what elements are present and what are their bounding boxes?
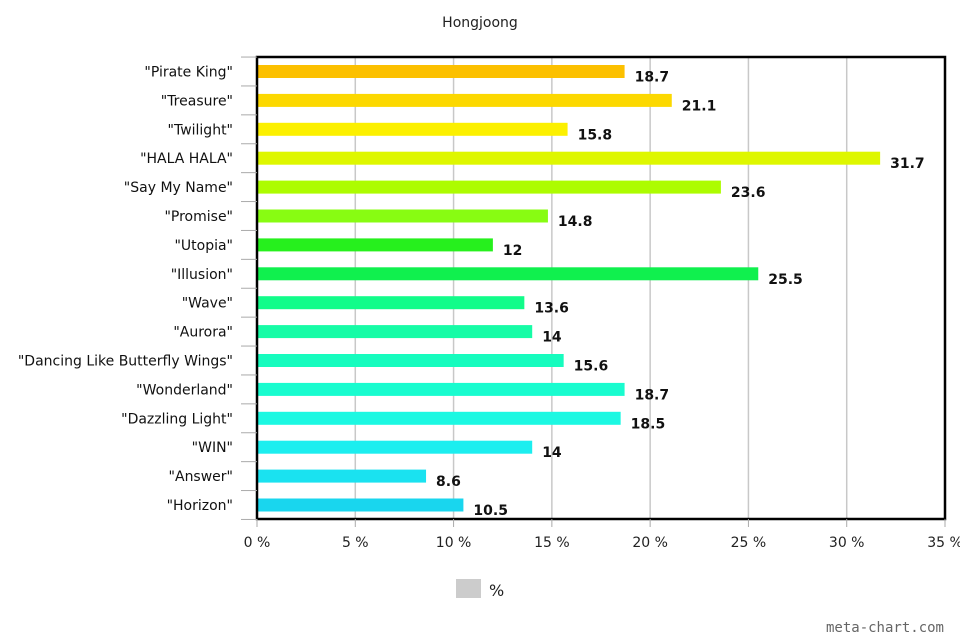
bar bbox=[257, 267, 759, 281]
bar bbox=[257, 296, 525, 310]
category-label: "Wave" bbox=[182, 296, 233, 312]
bar bbox=[257, 498, 464, 512]
bar bbox=[257, 238, 493, 252]
x-tick-label: 5 % bbox=[342, 535, 369, 551]
category-label: "Dancing Like Butterfly Wings" bbox=[18, 354, 233, 370]
watermark: meta-chart.com bbox=[826, 620, 944, 636]
category-label: "Say My Name" bbox=[124, 180, 233, 196]
category-label: "Aurora" bbox=[173, 325, 233, 341]
bar bbox=[257, 122, 568, 136]
category-label: "Treasure" bbox=[161, 93, 233, 109]
value-label: 10.5 bbox=[473, 503, 508, 519]
x-tick-label: 30 % bbox=[829, 535, 865, 551]
value-labels: 18.7 21.1 15.8 31.7 23.6 14.8 12 25.5 13.6 14 15.6… bbox=[436, 70, 925, 520]
value-label: 15.8 bbox=[578, 127, 613, 143]
x-tick-label: 0 % bbox=[244, 535, 271, 551]
category-label: "Pirate King" bbox=[144, 65, 233, 81]
bar bbox=[257, 354, 564, 367]
bar bbox=[257, 93, 672, 107]
value-label: 31.7 bbox=[890, 156, 925, 172]
value-label: 25.5 bbox=[768, 272, 803, 288]
bars bbox=[257, 65, 881, 512]
category-label: "Illusion" bbox=[171, 267, 233, 283]
value-label: 12 bbox=[503, 243, 522, 259]
legend-label: % bbox=[489, 581, 504, 600]
category-label: "HALA HALA" bbox=[140, 151, 233, 167]
category-labels: "Pirate King" "Treasure" "Twilight" "HALA H… bbox=[18, 56, 257, 520]
bar bbox=[257, 411, 621, 425]
chart-title: Hongjoong bbox=[442, 15, 518, 31]
value-label: 14.8 bbox=[558, 214, 593, 230]
category-label: "Twilight" bbox=[168, 122, 233, 138]
bar bbox=[257, 151, 881, 165]
value-label: 21.1 bbox=[682, 98, 717, 114]
value-label: 15.6 bbox=[574, 359, 609, 375]
x-axis-ticks: 0 % 5 % 10 % 15 % 20 % 25 % 30 % 35 % bbox=[244, 519, 960, 551]
value-label: 18.7 bbox=[635, 387, 670, 403]
category-label: "WIN" bbox=[192, 440, 233, 456]
bar bbox=[257, 209, 548, 223]
legend-swatch bbox=[456, 579, 481, 598]
x-tick-label: 35 % bbox=[927, 535, 960, 551]
value-label: 8.6 bbox=[436, 474, 461, 490]
value-label: 14 bbox=[542, 330, 562, 346]
value-label: 13.6 bbox=[534, 301, 569, 317]
legend: % bbox=[456, 579, 504, 600]
x-tick-label: 20 % bbox=[632, 535, 668, 551]
x-tick-label: 10 % bbox=[436, 535, 472, 551]
category-label: "Dazzling Light" bbox=[121, 411, 233, 427]
bar bbox=[257, 65, 625, 78]
category-label: "Wonderland" bbox=[136, 382, 233, 398]
x-tick-label: 15 % bbox=[534, 535, 570, 551]
bar bbox=[257, 440, 533, 454]
value-label: 23.6 bbox=[731, 185, 766, 201]
x-tick-label: 25 % bbox=[731, 535, 767, 551]
category-label: "Utopia" bbox=[174, 238, 233, 254]
value-label: 18.5 bbox=[631, 416, 666, 432]
category-label: "Promise" bbox=[164, 209, 233, 225]
category-label: "Answer" bbox=[169, 469, 233, 485]
bar bbox=[257, 382, 625, 396]
bar bbox=[257, 180, 721, 194]
value-label: 14 bbox=[542, 445, 562, 461]
bar bbox=[257, 325, 533, 339]
bar bbox=[257, 469, 427, 483]
category-label: "Horizon" bbox=[167, 498, 233, 514]
value-label: 18.7 bbox=[635, 70, 670, 86]
